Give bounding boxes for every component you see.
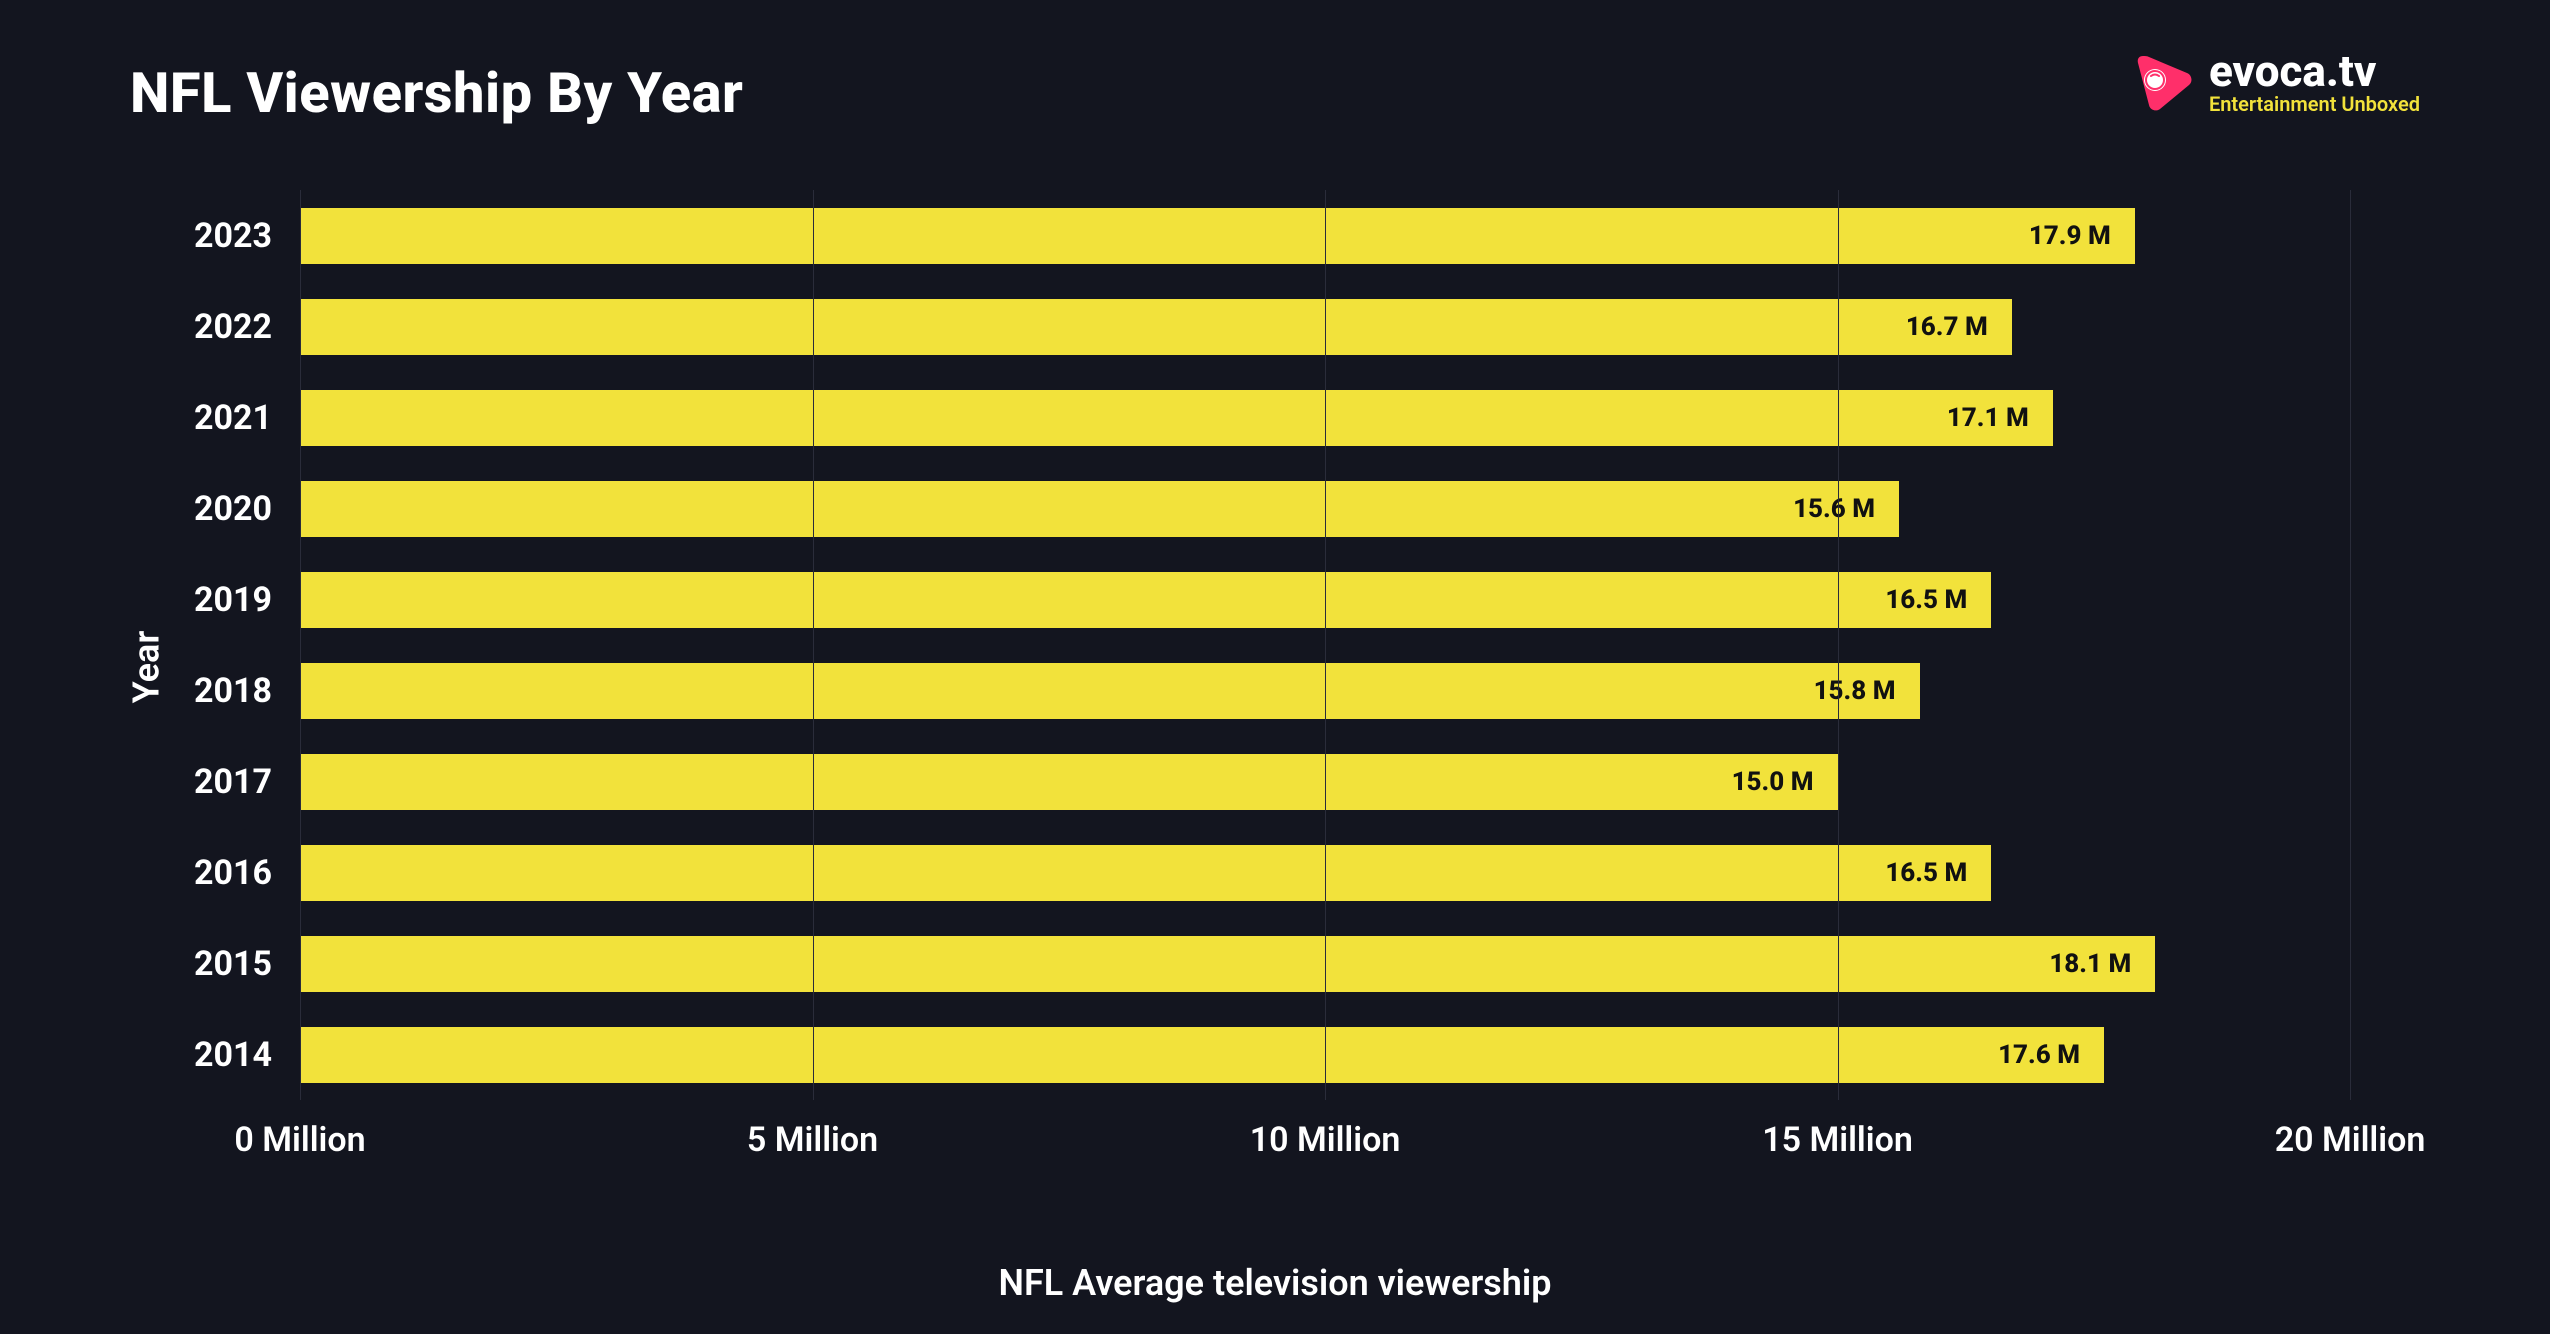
brand-block: evoca.tv Entertainment Unboxed <box>2131 48 2420 115</box>
y-axis-title: Year <box>125 631 167 704</box>
bar: 18.1 M <box>300 936 2155 992</box>
bar-value-label: 16.5 M <box>1885 585 1967 615</box>
grid-line <box>1325 190 1326 1100</box>
y-tick-label: 2020 <box>194 489 272 529</box>
bar: 15.8 M <box>300 663 1920 719</box>
x-tick-label: 15 Million <box>1762 1120 1913 1160</box>
bar-value-label: 15.6 M <box>1793 494 1875 524</box>
brand-tagline: Entertainment Unboxed <box>2209 94 2420 115</box>
grid-line <box>300 190 301 1100</box>
bar: 15.6 M <box>300 481 1899 537</box>
y-tick-label: 2016 <box>194 853 272 893</box>
bar-value-label: 16.7 M <box>1906 312 1988 342</box>
bar-value-label: 17.6 M <box>1998 1040 2080 1070</box>
bar: 16.7 M <box>300 299 2012 355</box>
brand-text: evoca.tv Entertainment Unboxed <box>2209 48 2420 115</box>
bar-value-label: 17.1 M <box>1947 403 2029 433</box>
bar: 17.1 M <box>300 390 2053 446</box>
brand-logo-icon <box>2131 50 2195 114</box>
y-tick-label: 2019 <box>194 580 272 620</box>
y-tick-label: 2021 <box>194 398 272 438</box>
x-tick-label: 10 Million <box>1250 1120 1401 1160</box>
bar-value-label: 16.5 M <box>1885 858 1967 888</box>
bar: 17.6 M <box>300 1027 2104 1083</box>
y-tick-label: 2022 <box>194 307 272 347</box>
bar-value-label: 15.0 M <box>1732 767 1814 797</box>
brand-name: evoca.tv <box>2209 48 2420 94</box>
y-tick-label: 2014 <box>194 1035 272 1075</box>
chart-title: NFL Viewership By Year <box>130 60 743 126</box>
grid-line <box>1838 190 1839 1100</box>
bar: 15.0 M <box>300 754 1838 810</box>
bar: 17.9 M <box>300 208 2135 264</box>
bar-value-label: 15.8 M <box>1814 676 1896 706</box>
bar: 16.5 M <box>300 572 1991 628</box>
bar-value-label: 18.1 M <box>2049 949 2131 979</box>
x-tick-label: 0 Million <box>234 1120 365 1160</box>
y-tick-label: 2017 <box>194 762 272 802</box>
chart-canvas: NFL Viewership By Year evoca.tv Entertai… <box>0 0 2550 1334</box>
grid-line <box>2350 190 2351 1100</box>
y-tick-label: 2023 <box>194 216 272 256</box>
x-tick-label: 5 Million <box>747 1120 878 1160</box>
plot-area: 202317.9 M202216.7 M202117.1 M202015.6 M… <box>300 190 2350 1160</box>
x-axis-title: NFL Average television viewership <box>999 1262 1552 1304</box>
y-tick-label: 2018 <box>194 671 272 711</box>
x-tick-label: 20 Million <box>2275 1120 2426 1160</box>
bar-value-label: 17.9 M <box>2029 221 2111 251</box>
grid-line <box>813 190 814 1100</box>
bar: 16.5 M <box>300 845 1991 901</box>
y-tick-label: 2015 <box>194 944 272 984</box>
